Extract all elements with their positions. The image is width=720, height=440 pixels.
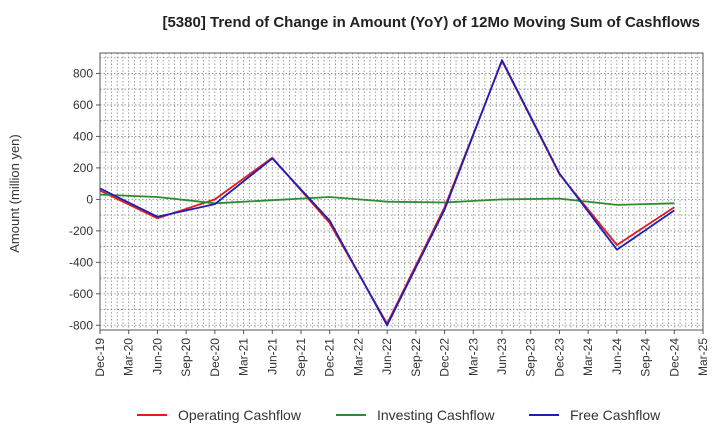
x-tick-label: Dec-24 — [667, 338, 681, 377]
y-tick-label: -200 — [69, 224, 93, 238]
x-tick-label: Dec-19 — [93, 338, 107, 377]
x-tick-label: Sep-20 — [179, 338, 193, 377]
x-tick-label: Mar-20 — [122, 338, 136, 376]
y-ticks: 800 600 400 200 0 -200 -400 -600 -800 — [69, 66, 100, 332]
legend-label-operating-cashflow: Operating Cashflow — [178, 407, 302, 423]
x-tick-label: Mar-21 — [237, 338, 251, 376]
x-tick-label: Dec-23 — [552, 338, 566, 377]
x-tick-label: Jun-21 — [265, 338, 279, 375]
series-layer — [99, 59, 675, 327]
x-tick-label: Jun-20 — [150, 338, 164, 375]
legend-label-investing-cashflow: Investing Cashflow — [377, 407, 495, 423]
y-tick-label: 800 — [73, 66, 93, 80]
y-tick-label: -800 — [69, 318, 93, 332]
plot-frame — [99, 52, 704, 331]
x-tick-label: Dec-22 — [438, 338, 452, 377]
y-tick-label: 600 — [73, 98, 93, 112]
x-tick-label: Jun-22 — [380, 338, 394, 375]
x-tick-label: Dec-21 — [323, 338, 337, 377]
legend-label-free-cashflow: Free Cashflow — [570, 407, 661, 423]
x-tick-label: Sep-22 — [409, 338, 423, 377]
y-tick-label: 200 — [73, 161, 93, 175]
x-tick-label: Dec-20 — [208, 338, 222, 377]
x-tick-label: Mar-22 — [351, 338, 365, 376]
x-tick-label: Jun-23 — [495, 338, 509, 375]
x-tick-label: Sep-21 — [294, 338, 308, 377]
legend: Operating Cashflow Investing Cashflow Free… — [137, 407, 661, 423]
y-tick-label: 0 — [86, 192, 93, 206]
x-tick-label: Sep-23 — [524, 338, 538, 377]
grid-layer — [100, 53, 703, 330]
x-ticks: Dec-19 Mar-20 Jun-20 Sep-20 Dec-20 Mar-21 Jun-… — [93, 330, 710, 377]
y-tick-label: -600 — [69, 287, 93, 301]
x-tick-label: Sep-24 — [639, 338, 653, 377]
y-tick-label: -400 — [69, 255, 93, 269]
series-line-investing-cashflow — [99, 193, 675, 206]
y-axis-label: Amount (million yen) — [7, 134, 22, 253]
x-tick-label: Mar-24 — [581, 338, 595, 376]
y-tick-label: 400 — [73, 129, 93, 143]
x-tick-label: Mar-23 — [466, 338, 480, 376]
series-line-free-cashflow — [99, 59, 675, 327]
chart-title: [5380] Trend of Change in Amount (YoY) o… — [162, 14, 700, 31]
x-tick-label: Mar-25 — [696, 338, 710, 376]
x-tick-label: Jun-24 — [610, 338, 624, 375]
